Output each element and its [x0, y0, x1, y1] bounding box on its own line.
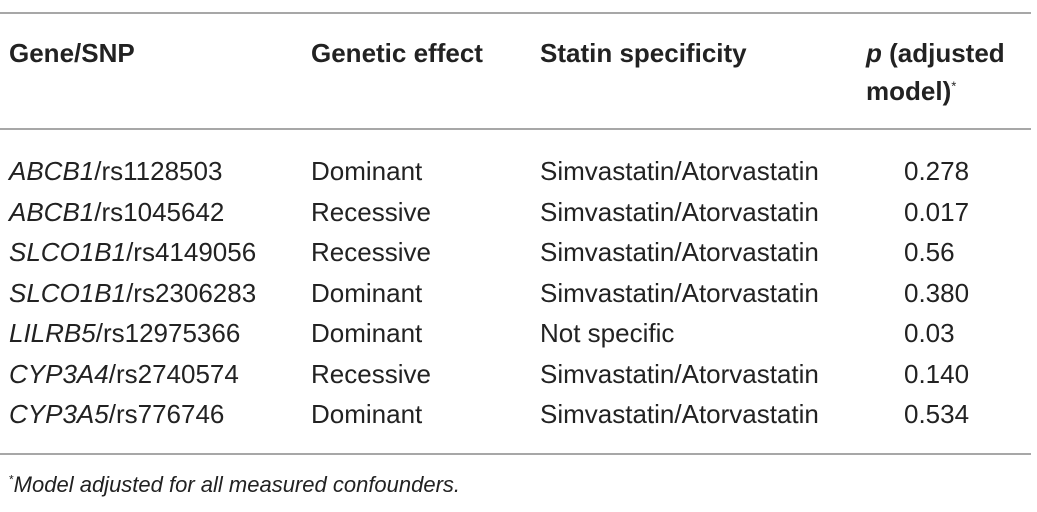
- cell-statin-specificity: Simvastatin/Atorvastatin: [540, 399, 819, 429]
- table-row: SLCO1B1/rs4149056 Recessive Simvastatin/At…: [0, 232, 1037, 272]
- cell-gene-snp: SLCO1B1/rs2306283: [9, 273, 256, 313]
- cell-statin-specificity: Simvastatin/Atorvastatin: [540, 277, 819, 308]
- cell-statin-specificity: Not specific: [540, 318, 675, 348]
- cell-gene-snp: ABCB1/rs1045642: [9, 192, 224, 232]
- gene-name: SLCO1B1: [9, 277, 127, 308]
- cell-p-value: 0.017: [904, 196, 970, 227]
- cell-gene-snp: SLCO1B1/rs4149056: [9, 232, 256, 272]
- table-row: ABCB1/rs1045642 Recessive Simvastatin/Ator…: [0, 192, 1037, 232]
- cell-p-value: 0.278: [904, 156, 970, 186]
- snp-id: /rs2306283: [126, 277, 257, 308]
- header-p-marker: *: [951, 78, 957, 94]
- header-p-adjusted-model: p (adjusted model)*: [866, 34, 1026, 110]
- header-p-symbol: p: [866, 38, 882, 68]
- cell-statin-specificity: Simvastatin/Atorvastatin: [540, 358, 819, 389]
- cell-genetic-effect: Recessive: [311, 196, 431, 227]
- gene-name: SLCO1B1: [9, 237, 127, 267]
- cell-p-value: 0.140: [904, 358, 970, 389]
- header-genetic-effect: Genetic effect: [311, 38, 483, 68]
- table-row: ABCB1/rs1128503 Dominant Simvastatin/Atorv…: [0, 151, 1037, 191]
- snp-id: /rs4149056: [126, 237, 257, 267]
- cell-genetic-effect: Dominant: [311, 277, 423, 308]
- snp-id: /rs2740574: [108, 358, 239, 389]
- table-footnote: *Model adjusted for all measured confoun…: [9, 470, 460, 500]
- header-p-rest: (adjusted: [881, 38, 1005, 68]
- table-bottom-rule: [0, 453, 1031, 455]
- footnote-marker: *: [9, 472, 14, 487]
- table-row: CYP3A5/rs776746 Dominant Simvastatin/Atorv…: [0, 394, 1037, 434]
- cell-genetic-effect: Recessive: [311, 237, 431, 267]
- cell-genetic-effect: Recessive: [311, 358, 431, 389]
- table-top-rule: [0, 12, 1031, 14]
- footnote-text: Model adjusted for all measured confound…: [13, 472, 461, 497]
- cell-p-value: 0.380: [904, 277, 970, 308]
- header-gene-snp: Gene/SNP: [9, 38, 135, 68]
- cell-gene-snp: CYP3A4/rs2740574: [9, 354, 239, 394]
- cell-p-value: 0.534: [904, 399, 970, 429]
- snp-id: /rs776746: [108, 399, 225, 429]
- snp-id: /rs12975366: [95, 318, 241, 348]
- header-statin-specificity: Statin specificity: [540, 38, 747, 68]
- gene-name: LILRB5: [9, 318, 96, 348]
- gene-name: CYP3A5: [9, 399, 109, 429]
- table-row: CYP3A4/rs2740574 Recessive Simvastatin/Ato…: [0, 354, 1037, 394]
- snp-id: /rs1045642: [94, 196, 225, 227]
- cell-statin-specificity: Simvastatin/Atorvastatin: [540, 196, 819, 227]
- table-row: LILRB5/rs12975366 Dominant Not specific 0.0…: [0, 313, 1037, 353]
- gene-name: ABCB1: [9, 156, 95, 186]
- cell-gene-snp: LILRB5/rs12975366: [9, 313, 240, 353]
- header-p-line2: model): [866, 76, 952, 106]
- gene-name: ABCB1: [9, 196, 95, 227]
- cell-statin-specificity: Simvastatin/Atorvastatin: [540, 237, 819, 267]
- table-header-rule: [0, 128, 1031, 130]
- cell-statin-specificity: Simvastatin/Atorvastatin: [540, 156, 819, 186]
- cell-gene-snp: ABCB1/rs1128503: [9, 151, 222, 191]
- snp-id: /rs1128503: [94, 156, 223, 186]
- cell-genetic-effect: Dominant: [311, 318, 423, 348]
- cell-p-value: 0.56: [904, 237, 955, 267]
- cell-gene-snp: CYP3A5/rs776746: [9, 394, 224, 434]
- cell-genetic-effect: Dominant: [311, 399, 423, 429]
- cell-genetic-effect: Dominant: [311, 156, 423, 186]
- cell-p-value: 0.03: [904, 318, 955, 348]
- gene-name: CYP3A4: [9, 358, 109, 389]
- table-row: SLCO1B1/rs2306283 Dominant Simvastatin/Ato…: [0, 273, 1037, 313]
